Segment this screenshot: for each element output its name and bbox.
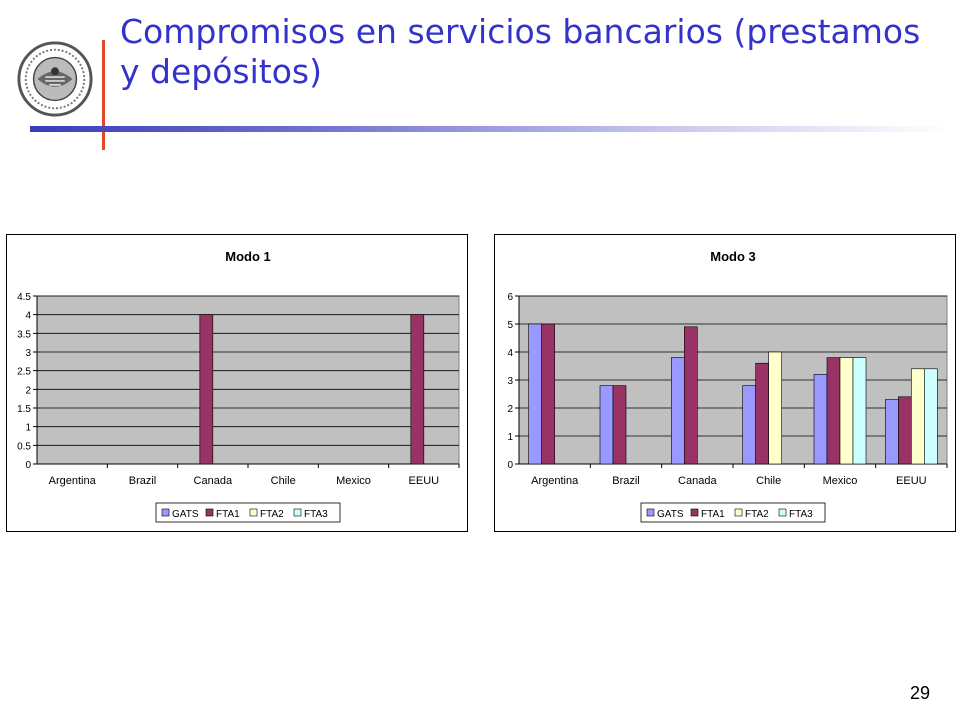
y-tick-label: 4.5 [17, 292, 31, 303]
bar-fta1-eeuu [410, 314, 425, 465]
y-tick-label: 4 [507, 348, 513, 359]
legend-swatch-gats [646, 508, 655, 517]
x-tick-label-brazil: Brazil [129, 475, 157, 487]
bar-fta3-eeuu [924, 368, 938, 465]
chart-modo-1-svg: Modo 1 0 0.5 1 1.5 2 2.5 3 3.5 4 4.5 Argentina Brazi… [17, 249, 460, 523]
y-tick-label: 3 [25, 348, 31, 359]
bar-fta1-argentina [541, 323, 555, 465]
bar-fta3-mexico [852, 357, 867, 465]
bar-fta1-brazil [612, 385, 627, 465]
chart-modo-1: Modo 1 0 0.5 1 1.5 2 2.5 3 3.5 4 4.5 Argentina Brazi… [6, 234, 468, 532]
legend [155, 502, 341, 523]
legend-swatch-fta2 [734, 508, 743, 517]
bar-fta1-chile [755, 362, 769, 465]
y-tick-label: 1 [25, 423, 31, 434]
bar-gats-canada [671, 357, 685, 465]
chart-modo-3: Modo 3 0 1 2 3 4 5 6 Argentina Brazil Canada Chile M… [494, 234, 956, 532]
y-tick-label: 0 [507, 460, 513, 471]
bar-fta1-eeuu [898, 396, 912, 465]
legend-label-fta1: FTA1 [701, 509, 725, 520]
bar-gats-brazil [599, 385, 614, 465]
y-tick-label: 2.5 [17, 367, 31, 378]
accent-vertical-line [102, 40, 105, 150]
bar-fta1-mexico [826, 357, 841, 465]
plot-area [36, 295, 460, 465]
bar-fta1-canada [199, 314, 214, 465]
legend-label-gats: GATS [657, 509, 684, 520]
x-tick-label-mexico: Mexico [336, 475, 371, 487]
bar-gats-eeuu [885, 399, 899, 465]
x-tick-label-canada: Canada [678, 475, 717, 487]
x-tick-label-canada: Canada [194, 475, 233, 487]
x-tick-label-argentina: Argentina [49, 475, 97, 487]
chart-title: Modo 3 [710, 249, 756, 264]
y-tick-label: 1 [507, 432, 513, 443]
bar-gats-mexico [813, 374, 828, 465]
slide-title: Compromisos en servicios bancarios (pres… [120, 12, 921, 91]
y-tick-label: 6 [507, 292, 513, 303]
title-underline [30, 126, 950, 132]
slide-number: 29 [909, 683, 930, 703]
bar-fta2-eeuu [911, 368, 925, 465]
legend-swatch-gats [161, 508, 170, 517]
bar-fta2-chile [768, 351, 782, 465]
y-tick-label: 0.5 [17, 441, 31, 452]
x-tick-label-eeuu: EEUU [409, 475, 440, 487]
bar-gats-chile [742, 385, 756, 465]
y-tick-label: 3 [507, 376, 513, 387]
legend-label-gats: GATS [172, 509, 199, 520]
x-tick-label-argentina: Argentina [531, 475, 579, 487]
legend-label-fta3: FTA3 [304, 509, 328, 520]
legend-label-fta2: FTA2 [745, 509, 769, 520]
y-tick-label: 2 [507, 404, 513, 415]
y-tick-label: 0 [25, 460, 31, 471]
y-tick-label: 3.5 [17, 329, 31, 340]
legend-label-fta3: FTA3 [789, 509, 813, 520]
legend-swatch-fta1 [690, 508, 699, 517]
x-tick-label-chile: Chile [756, 475, 781, 487]
y-tick-label: 4 [25, 311, 31, 322]
x-tick-label-eeuu: EEUU [896, 475, 927, 487]
legend-swatch-fta3 [778, 508, 787, 517]
x-tick-label-chile: Chile [271, 475, 296, 487]
bar-fta1-canada [684, 326, 698, 465]
x-tick-label-brazil: Brazil [612, 475, 640, 487]
y-tick-label: 5 [507, 320, 513, 331]
legend-label-fta2: FTA2 [260, 509, 284, 520]
legend-label-fta1: FTA1 [216, 509, 240, 520]
oas-seal-logo-icon [17, 41, 93, 117]
chart-modo-3-svg: Modo 3 0 1 2 3 4 5 6 Argentina Brazil Canada Chile M… [507, 249, 948, 523]
legend-swatch-fta1 [205, 508, 214, 517]
bar-gats-argentina [528, 323, 542, 465]
x-tick-label-mexico: Mexico [823, 475, 858, 487]
bar-fta2-mexico [839, 357, 854, 465]
legend-swatch-fta2 [249, 508, 258, 517]
legend-swatch-fta3 [293, 508, 302, 517]
y-tick-label: 1.5 [17, 404, 31, 415]
legend [640, 502, 826, 523]
y-tick-label: 2 [25, 385, 31, 396]
chart-title: Modo 1 [225, 249, 271, 264]
